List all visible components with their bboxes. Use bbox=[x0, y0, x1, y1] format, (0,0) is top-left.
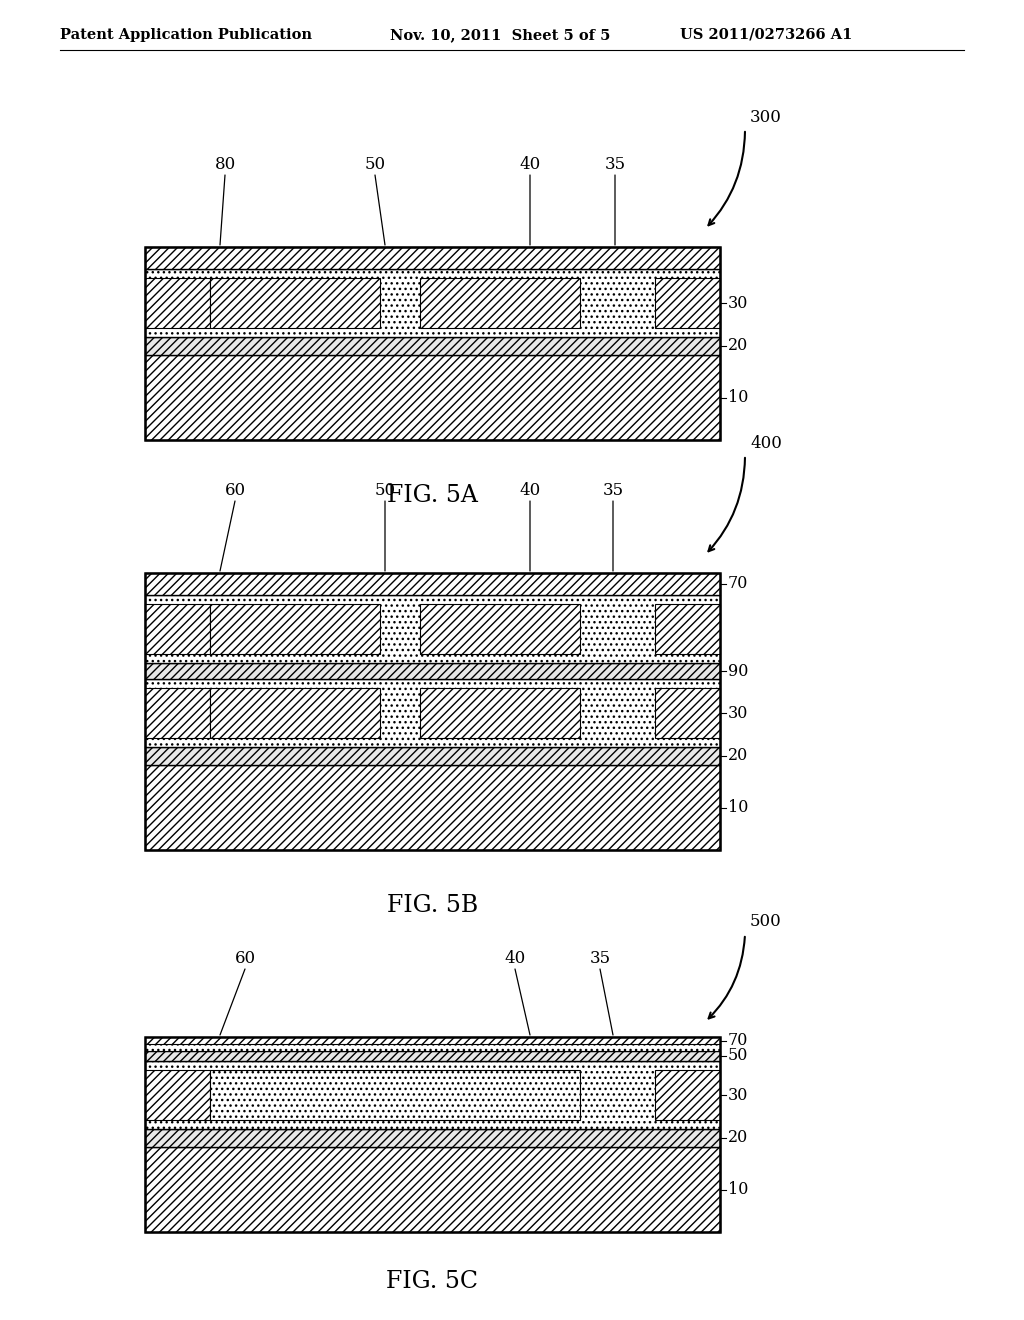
Text: 40: 40 bbox=[505, 950, 525, 968]
Bar bbox=[145, 1051, 720, 1061]
Bar bbox=[145, 1038, 720, 1051]
Text: 60: 60 bbox=[234, 950, 256, 968]
Bar bbox=[145, 595, 720, 663]
Bar bbox=[420, 688, 580, 738]
Text: 20: 20 bbox=[728, 1130, 749, 1147]
Text: 50: 50 bbox=[375, 482, 395, 499]
Bar bbox=[145, 1147, 720, 1232]
Bar bbox=[210, 605, 380, 653]
Bar bbox=[420, 605, 580, 653]
Bar bbox=[210, 1071, 580, 1119]
Text: FIG. 5A: FIG. 5A bbox=[387, 483, 478, 507]
Bar bbox=[655, 688, 720, 738]
Text: FIG. 5C: FIG. 5C bbox=[386, 1270, 478, 1294]
Text: 70: 70 bbox=[728, 576, 749, 593]
Bar bbox=[145, 678, 720, 747]
Text: 35: 35 bbox=[602, 482, 624, 499]
Text: 35: 35 bbox=[590, 950, 610, 968]
Text: Patent Application Publication: Patent Application Publication bbox=[60, 28, 312, 42]
Bar bbox=[145, 1061, 720, 1129]
Bar bbox=[655, 279, 720, 327]
Text: 50: 50 bbox=[365, 156, 386, 173]
Bar bbox=[145, 688, 210, 738]
Text: Nov. 10, 2011  Sheet 5 of 5: Nov. 10, 2011 Sheet 5 of 5 bbox=[390, 28, 610, 42]
Text: 30: 30 bbox=[728, 1086, 749, 1104]
Bar bbox=[145, 247, 720, 440]
Bar bbox=[145, 1038, 720, 1232]
Text: 35: 35 bbox=[604, 156, 626, 173]
Bar bbox=[145, 279, 210, 327]
Text: 300: 300 bbox=[750, 108, 782, 125]
Text: 500: 500 bbox=[750, 913, 781, 931]
Bar bbox=[145, 269, 720, 337]
Text: 50: 50 bbox=[728, 1048, 749, 1064]
Text: 70: 70 bbox=[728, 1032, 749, 1049]
Bar bbox=[145, 337, 720, 355]
Text: FIG. 5B: FIG. 5B bbox=[387, 894, 478, 916]
Text: 90: 90 bbox=[728, 663, 749, 680]
Bar bbox=[145, 573, 720, 595]
Bar bbox=[145, 605, 210, 653]
Bar bbox=[145, 1129, 720, 1147]
Text: 10: 10 bbox=[728, 799, 749, 816]
Bar bbox=[145, 1071, 210, 1119]
Text: 40: 40 bbox=[519, 156, 541, 173]
Text: 80: 80 bbox=[214, 156, 236, 173]
Bar bbox=[145, 247, 720, 269]
Text: 20: 20 bbox=[728, 338, 749, 355]
Text: 400: 400 bbox=[750, 434, 782, 451]
Text: 60: 60 bbox=[224, 482, 246, 499]
Text: 10: 10 bbox=[728, 389, 749, 407]
Text: 20: 20 bbox=[728, 747, 749, 764]
Bar bbox=[145, 663, 720, 678]
Bar bbox=[145, 355, 720, 440]
Text: 30: 30 bbox=[728, 705, 749, 722]
Bar bbox=[210, 688, 380, 738]
Text: 10: 10 bbox=[728, 1181, 749, 1199]
Bar bbox=[145, 766, 720, 850]
Text: 40: 40 bbox=[519, 482, 541, 499]
Bar bbox=[145, 573, 720, 850]
Bar bbox=[210, 279, 380, 327]
Text: 30: 30 bbox=[728, 294, 749, 312]
Bar bbox=[420, 279, 580, 327]
Bar bbox=[655, 1071, 720, 1119]
Bar bbox=[145, 1038, 720, 1044]
Bar bbox=[145, 747, 720, 766]
Bar bbox=[655, 605, 720, 653]
Text: US 2011/0273266 A1: US 2011/0273266 A1 bbox=[680, 28, 852, 42]
